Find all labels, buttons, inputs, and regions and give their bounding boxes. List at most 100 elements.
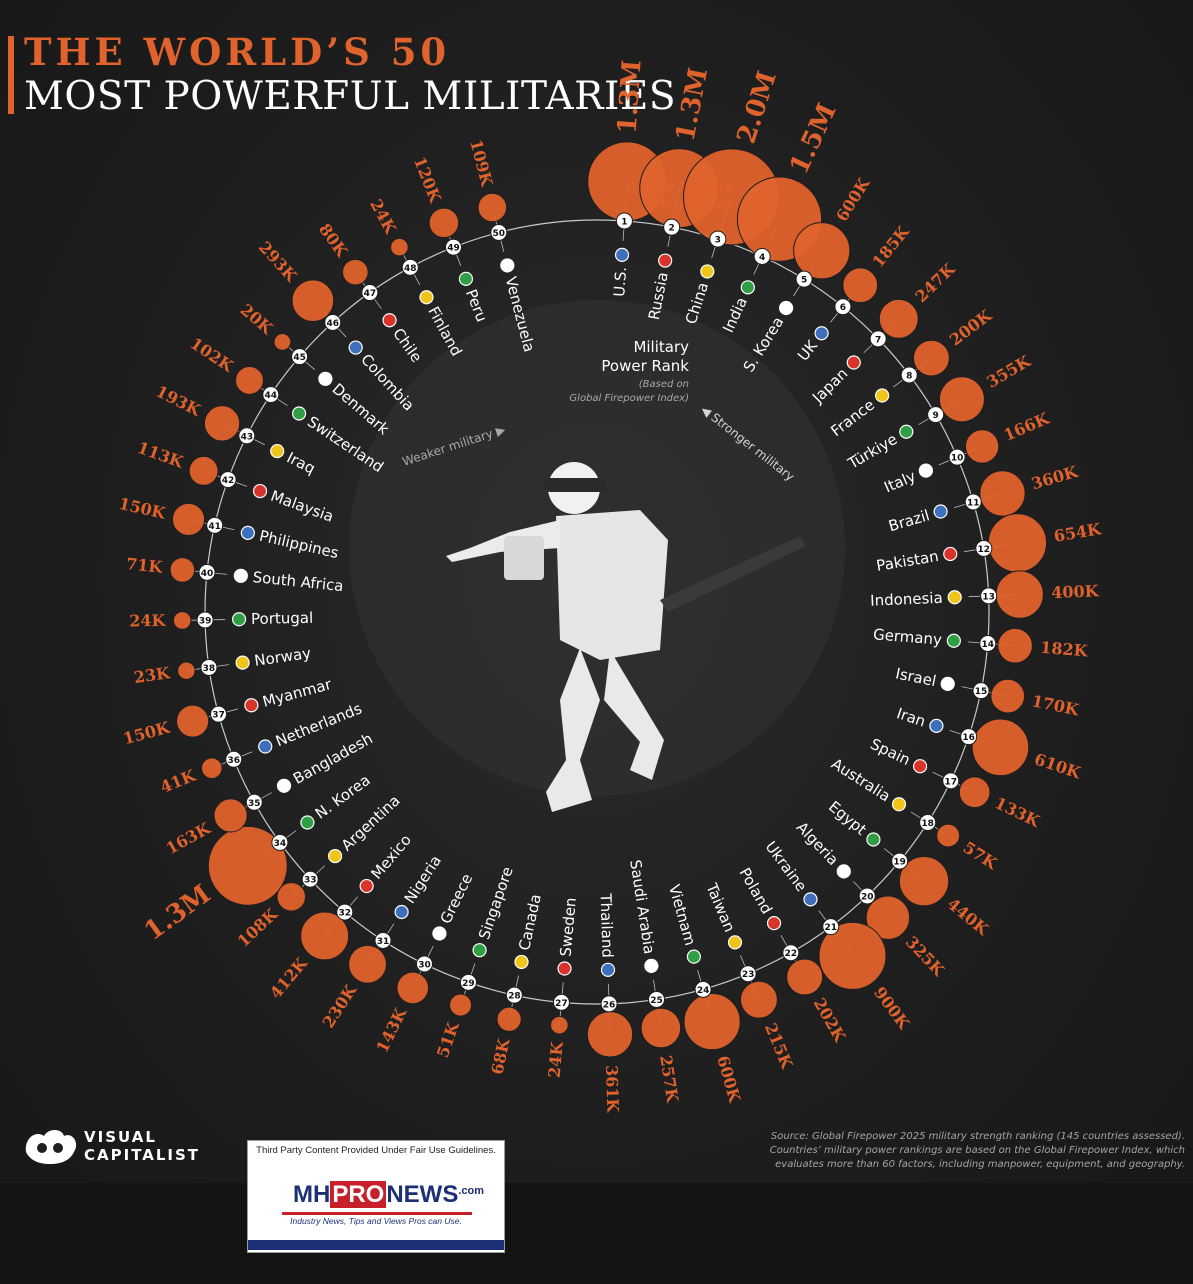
personnel-value-label: 610K	[1032, 749, 1084, 782]
personnel-value-label: 360K	[1029, 462, 1081, 494]
flag-icon	[803, 892, 818, 907]
personnel-bubble	[300, 911, 350, 961]
flag-icon	[686, 949, 701, 964]
badge-logo-pro: PRO	[330, 1181, 387, 1208]
flag-icon	[500, 258, 515, 273]
rank-number: 13	[982, 592, 995, 602]
flag-icon	[946, 633, 961, 648]
rank-number: 8	[906, 371, 912, 381]
personnel-value-label: 163K	[163, 818, 215, 858]
title-line-2: MOST POWERFUL MILITARIES	[24, 74, 677, 119]
country-name: France	[827, 396, 878, 441]
rank-number: 43	[241, 432, 254, 442]
rank-number: 4	[759, 253, 765, 263]
personnel-bubble	[273, 333, 292, 351]
personnel-value-label: 654K	[1052, 519, 1103, 546]
personnel-bubble	[971, 718, 1030, 777]
country-name: U.S.	[610, 266, 630, 297]
rank-number: 30	[418, 960, 431, 970]
rank-number: 34	[274, 839, 287, 849]
rank-badge	[948, 448, 966, 466]
personnel-bubble	[449, 993, 473, 1017]
flag-icon	[233, 568, 248, 583]
personnel-value-label: 361K	[602, 1065, 622, 1114]
rank-number: 49	[447, 244, 460, 254]
personnel-bubble	[997, 627, 1033, 664]
country-sweden: 27 Sweden 24K	[545, 897, 580, 1079]
personnel-bubble	[958, 776, 991, 809]
personnel-value-label: 51K	[433, 1019, 463, 1060]
personnel-value-label: 182K	[1040, 638, 1090, 661]
rank-badge	[615, 212, 633, 230]
rank-badge	[834, 298, 852, 316]
personnel-value-label: 200K	[946, 305, 996, 349]
title-line-1: THE WORLD’S 50	[24, 30, 451, 74]
rank-badge	[401, 258, 419, 276]
flag-icon	[918, 463, 933, 478]
rank-badge	[663, 218, 681, 236]
rank-number: 42	[222, 476, 235, 486]
personnel-bubble	[496, 1006, 522, 1032]
personnel-bubble	[865, 895, 911, 940]
personnel-value-label: 80K	[315, 220, 352, 261]
rank-number: 23	[742, 970, 755, 980]
rank-badge	[648, 990, 666, 1008]
country-name: Taiwan	[702, 880, 739, 935]
personnel-value-label: 247K	[911, 259, 959, 306]
flag-icon	[394, 904, 409, 920]
personnel-bubble	[201, 757, 223, 780]
flag-icon	[836, 864, 851, 879]
rank-badge	[782, 944, 800, 962]
mhpronews-badge[interactable]: Third Party Content Provided Under Fair …	[247, 1140, 505, 1253]
personnel-value-label: 113K	[135, 438, 187, 472]
rank-badge	[891, 852, 909, 870]
personnel-value-label: 193K	[153, 382, 205, 421]
rank-badge	[444, 238, 462, 256]
flag-icon	[359, 878, 374, 894]
personnel-bubble	[842, 267, 879, 304]
flag-icon	[252, 483, 268, 499]
badge-logo-mh: MH	[293, 1181, 331, 1208]
rank-badge	[490, 223, 508, 241]
rank-number: 46	[326, 319, 339, 329]
flag-icon	[419, 290, 434, 305]
flag-icon	[814, 326, 829, 341]
personnel-value-label: 133K	[992, 793, 1044, 831]
rank-badge	[972, 682, 990, 700]
rank-badge	[919, 814, 937, 832]
personnel-bubble	[172, 611, 192, 630]
personnel-value-label: 185K	[868, 222, 913, 272]
rank-number: 9	[933, 411, 939, 421]
rank-badge	[324, 313, 342, 331]
rank-badge	[374, 931, 392, 949]
rank-badge	[198, 563, 216, 581]
flag-icon	[458, 271, 474, 286]
rank-badge	[301, 870, 319, 888]
rank-number: 38	[203, 664, 216, 674]
flag-icon	[600, 962, 616, 977]
country-indonesia: 13 Indonesia 400K	[870, 570, 1100, 619]
rank-number: 47	[364, 289, 377, 299]
flag-icon	[514, 954, 529, 970]
rank-badge	[900, 366, 918, 384]
personnel-bubble	[987, 513, 1048, 573]
personnel-value-label: 202K	[810, 995, 850, 1046]
flag-icon	[432, 926, 447, 941]
rank-number: 10	[951, 454, 964, 464]
personnel-bubble	[203, 405, 241, 442]
rank-badge	[200, 658, 218, 676]
country-name: Pakistan	[875, 547, 940, 575]
mhpronews-logo: MHPRONEWS.com	[293, 1181, 484, 1211]
rank-number: 18	[921, 819, 934, 829]
country-norway: 38 Norway 23K	[133, 644, 313, 687]
personnel-bubble	[169, 557, 196, 583]
flag-icon	[891, 797, 907, 812]
rank-badge	[210, 705, 228, 723]
personnel-bubble	[428, 207, 460, 239]
rank-number: 6	[840, 303, 846, 313]
personnel-value-label: 23K	[133, 663, 173, 687]
personnel-bubble	[793, 222, 851, 280]
rank-number: 17	[945, 777, 958, 787]
country-name: Philippines	[258, 527, 341, 562]
visual-capitalist-logo: VISUAL CAPITALIST	[22, 1124, 222, 1168]
